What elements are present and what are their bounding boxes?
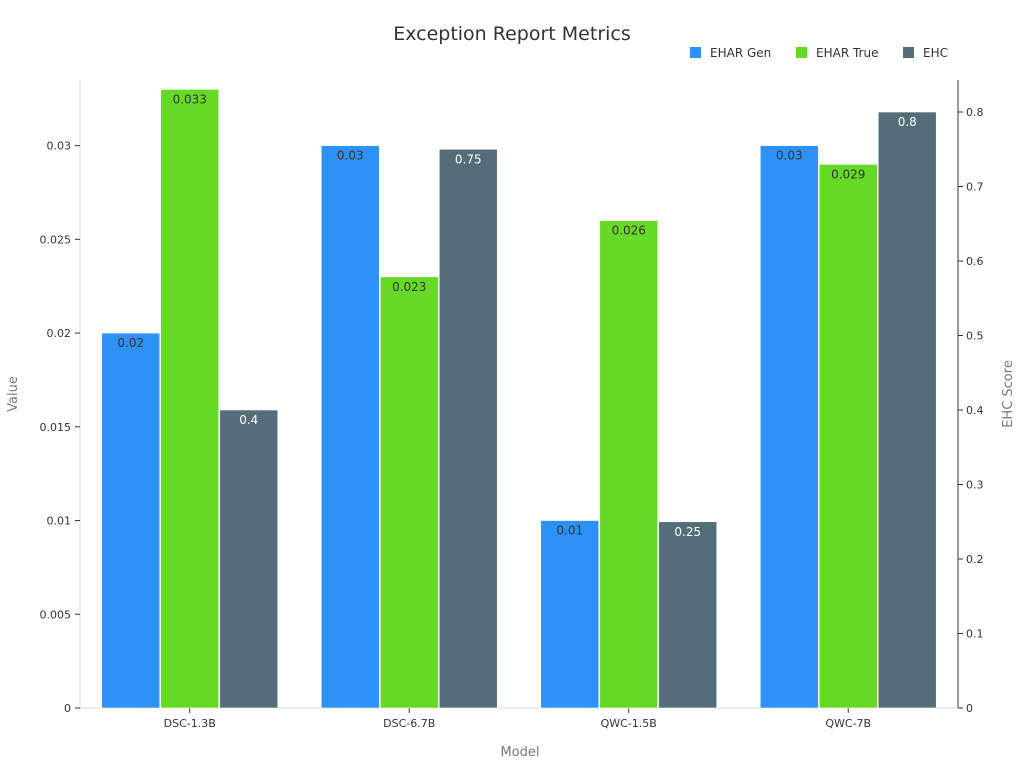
y2-tick-label: 0.8 bbox=[966, 106, 984, 119]
bar-ehar-true-qwc-7b bbox=[818, 164, 878, 709]
bar-ehar-gen-qwc-7b bbox=[759, 145, 819, 709]
y2-axis-title: EHC Score bbox=[1001, 360, 1016, 428]
y2-tick-label: 0.2 bbox=[966, 553, 984, 566]
y2-tick-label: 0.7 bbox=[966, 181, 984, 194]
bar-ehar-gen-dsc-6-7b bbox=[320, 145, 380, 709]
y2-tick-label: 0.3 bbox=[966, 479, 984, 492]
data-label-ehar-gen-dsc-1-3b: 0.02 bbox=[117, 336, 144, 350]
data-label-ehar-gen-qwc-1-5b: 0.01 bbox=[556, 524, 583, 538]
legend-label-ehc: EHC bbox=[923, 46, 948, 60]
y-axis-title: Value bbox=[6, 376, 21, 412]
legend-swatch-ehar-gen bbox=[690, 47, 701, 58]
y-tick-label: 0.01 bbox=[47, 515, 72, 528]
bar-ehar-true-qwc-1-5b bbox=[599, 220, 659, 709]
plot-area: 0 0.005 0.01 0.015 0.02 0.025 0.03 0 0.1 0.2 0.3 0.… bbox=[40, 80, 984, 730]
y2-tick-label: 0.4 bbox=[966, 404, 984, 417]
data-label-ehc-dsc-6-7b: 0.75 bbox=[455, 152, 482, 166]
x-tick-label-qwc-1-5b: QWC-1.5B bbox=[601, 717, 657, 730]
x-axis-title: Model bbox=[500, 745, 539, 760]
x-tick-label-dsc-6-7b: DSC-6.7B bbox=[383, 717, 435, 730]
bar-ehc-qwc-7b bbox=[877, 111, 937, 709]
bar-ehc-dsc-6-7b bbox=[438, 148, 498, 709]
y-tick-label: 0.02 bbox=[47, 327, 72, 340]
bar-ehc-dsc-1-3b bbox=[219, 409, 279, 709]
y-tick-label: 0.03 bbox=[47, 140, 72, 153]
chart-title: Exception Report Metrics bbox=[393, 23, 631, 45]
data-label-ehar-gen-qwc-7b: 0.03 bbox=[776, 149, 803, 163]
legend-label-ehar-true: EHAR True bbox=[816, 46, 878, 60]
legend-swatch-ehar-true bbox=[796, 47, 807, 58]
data-label-ehar-gen-dsc-6-7b: 0.03 bbox=[337, 149, 364, 163]
data-label-ehc-qwc-7b: 0.8 bbox=[898, 115, 917, 129]
x-tick-label-dsc-1-3b: DSC-1.3B bbox=[164, 717, 216, 730]
y-tick-label: 0.015 bbox=[40, 421, 72, 434]
legend-swatch-ehc bbox=[903, 47, 914, 58]
data-label-ehar-true-qwc-7b: 0.029 bbox=[831, 167, 865, 181]
legend-label-ehar-gen: EHAR Gen bbox=[710, 46, 771, 60]
y-tick-label: 0 bbox=[64, 702, 71, 715]
x-tick-label-qwc-7b: QWC-7B bbox=[825, 717, 871, 730]
y2-tick-label: 0 bbox=[966, 702, 973, 715]
bar-ehar-true-dsc-1-3b bbox=[160, 89, 220, 709]
data-label-ehc-dsc-1-3b: 0.4 bbox=[239, 413, 258, 427]
bar-ehc-qwc-1-5b bbox=[658, 521, 718, 709]
y-tick-label: 0.005 bbox=[40, 608, 72, 621]
bar-ehar-true-dsc-6-7b bbox=[379, 276, 439, 709]
data-label-ehar-true-dsc-6-7b: 0.023 bbox=[392, 280, 426, 294]
y2-tick-label: 0.5 bbox=[966, 330, 984, 343]
y-tick-label: 0.025 bbox=[40, 233, 72, 246]
y2-tick-label: 0.1 bbox=[966, 628, 984, 641]
bar-ehar-gen-dsc-1-3b bbox=[101, 332, 161, 709]
y2-tick-label: 0.6 bbox=[966, 255, 984, 268]
data-label-ehar-true-qwc-1-5b: 0.026 bbox=[612, 224, 646, 238]
bar-ehar-gen-qwc-1-5b bbox=[540, 520, 600, 709]
data-label-ehc-qwc-1-5b: 0.25 bbox=[674, 525, 701, 539]
legend: EHAR Gen EHAR True EHC bbox=[690, 46, 948, 60]
data-label-ehar-true-dsc-1-3b: 0.033 bbox=[173, 92, 207, 106]
